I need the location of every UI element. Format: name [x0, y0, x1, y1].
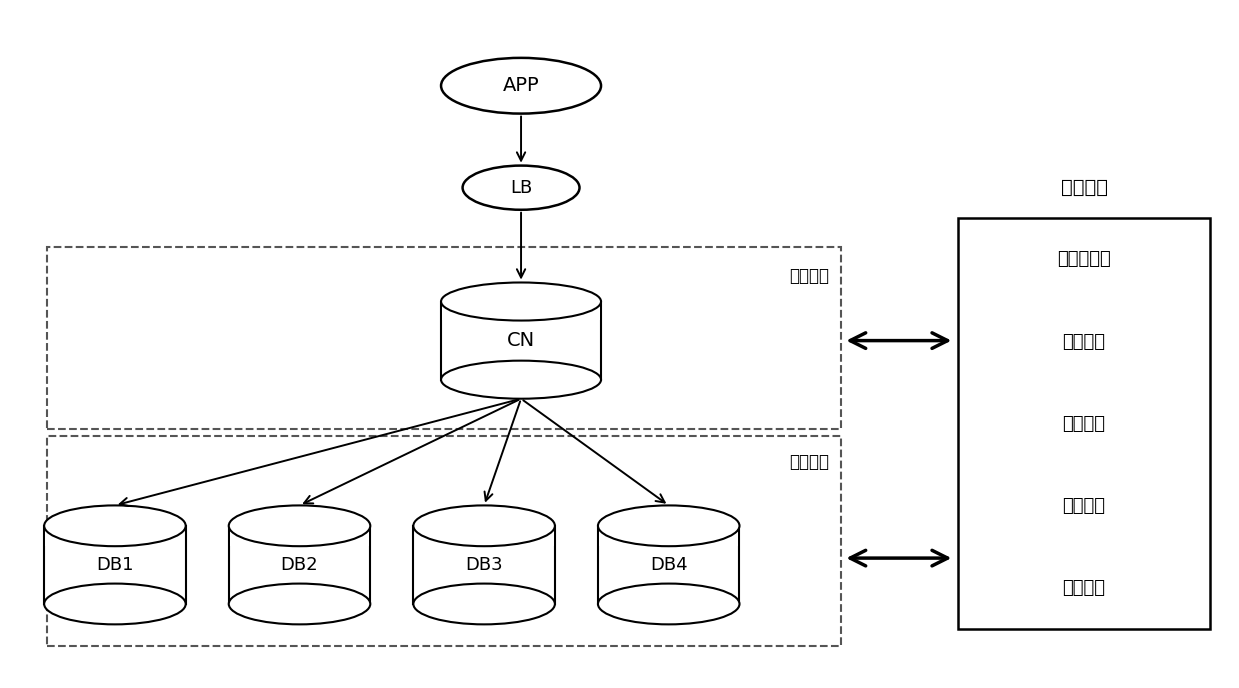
Ellipse shape [441, 58, 601, 114]
Bar [230, 526, 369, 546]
Text: 监控报警: 监控报警 [1063, 579, 1105, 597]
Text: DB3: DB3 [466, 556, 503, 574]
Bar [414, 526, 555, 604]
Text: 调度节点: 调度节点 [789, 267, 829, 286]
Bar [46, 526, 185, 546]
Ellipse shape [414, 583, 555, 625]
Text: 弹性扩容: 弹性扩容 [1063, 415, 1105, 433]
Text: DB2: DB2 [281, 556, 318, 574]
Bar [442, 301, 600, 320]
Text: LB: LB [510, 179, 533, 197]
Text: 事务管理: 事务管理 [1063, 497, 1105, 515]
Text: CN: CN [507, 331, 535, 350]
Bar [47, 436, 841, 647]
Ellipse shape [229, 583, 370, 625]
Text: 监管服务: 监管服务 [1061, 178, 1108, 197]
Text: 故障自愈: 故障自愈 [1063, 332, 1105, 351]
Bar [441, 301, 601, 380]
Text: DB1: DB1 [97, 556, 134, 574]
Ellipse shape [45, 506, 186, 546]
Bar [600, 526, 738, 546]
Ellipse shape [598, 583, 740, 625]
Ellipse shape [441, 283, 601, 321]
Bar [229, 526, 370, 604]
Bar [47, 247, 841, 429]
Text: 元数据管理: 元数据管理 [1057, 250, 1111, 268]
Bar [598, 526, 740, 604]
Bar [45, 526, 186, 604]
Ellipse shape [229, 506, 370, 546]
Ellipse shape [598, 506, 740, 546]
Text: 数据节点: 数据节点 [789, 453, 829, 471]
Ellipse shape [441, 361, 601, 399]
Bar [958, 218, 1211, 630]
Bar [415, 526, 554, 546]
Text: APP: APP [503, 76, 539, 95]
Ellipse shape [414, 506, 555, 546]
Ellipse shape [462, 166, 580, 210]
Ellipse shape [45, 583, 186, 625]
Text: DB4: DB4 [650, 556, 688, 574]
